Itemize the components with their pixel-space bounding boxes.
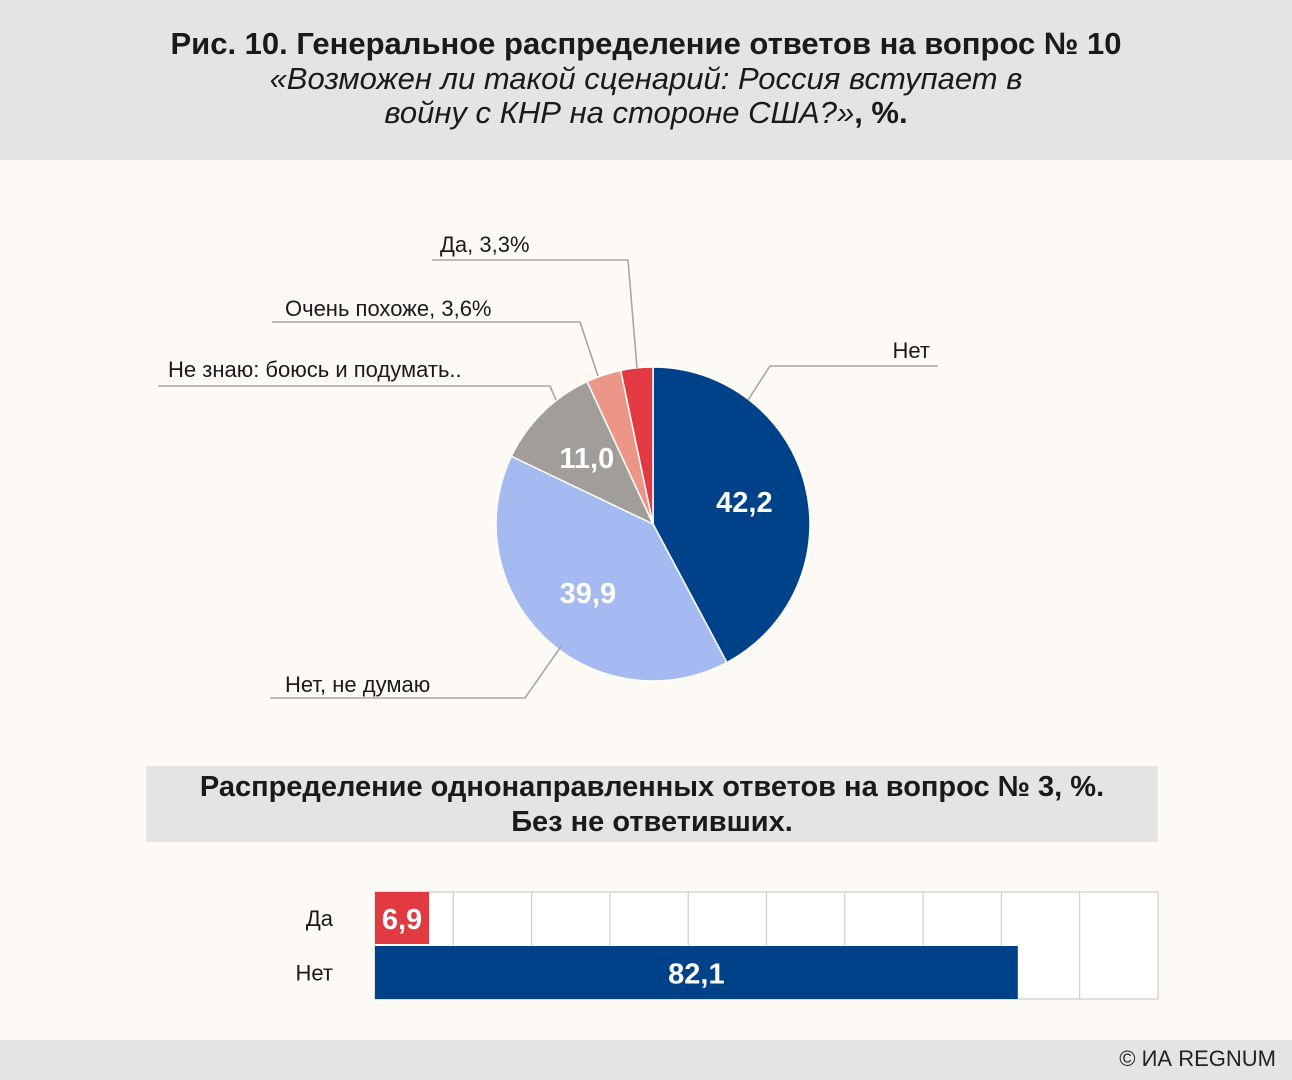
unit-text: , %.: [854, 95, 908, 130]
callout-line: [272, 321, 599, 377]
callout-line: [158, 385, 557, 401]
pie-category-label: Очень похоже, 3,6%: [285, 296, 492, 321]
pie-category-label: Не знаю: боюсь и подумать..: [168, 357, 462, 382]
bar: [375, 892, 429, 944]
bar: [375, 946, 1018, 999]
category-label: Нет: [296, 961, 333, 986]
pie-chart: 42,2 Нет 39,9 Нет, не думаю 11,0 Не знаю: бою…: [158, 232, 938, 699]
bar-value-label: 6,9: [382, 904, 422, 936]
bar-chart-title: Распределение однонаправленных ответов н…: [199, 771, 1105, 803]
question-text: «Возможен ли такой сценарий: Россия всту…: [269, 61, 1023, 130]
callout-line: [747, 365, 938, 401]
pie-value-label: 39,9: [560, 578, 616, 610]
figure-title: Рис. 10. Генеральное распределение ответ…: [170, 26, 1122, 61]
bar-chart-subtitle: Без не ответивших.: [511, 806, 793, 838]
callout-line: [432, 259, 638, 369]
plot-area: [375, 892, 1158, 999]
bar-chart-header: Распределение однонаправленных ответов н…: [146, 766, 1158, 842]
bar-value-label: 82,1: [668, 959, 724, 991]
figure-subtitle: «Возможен ли такой сценарий: Россия всту…: [230, 62, 1062, 130]
pie-slice: [652, 366, 811, 664]
pie-category-label: Нет, не думаю: [285, 672, 430, 697]
pie-slice: [495, 455, 728, 682]
copyright: © ИА REGNUM: [1119, 1046, 1276, 1071]
pie-value-label: 42,2: [716, 487, 772, 519]
pie-category-label: Нет: [893, 338, 930, 363]
figure-header: Рис. 10. Генеральное распределение ответ…: [0, 0, 1292, 160]
category-label: Да: [306, 906, 334, 931]
callout-line: [270, 644, 563, 699]
footer: © ИА REGNUM: [0, 1040, 1292, 1080]
pie-category-label: Да, 3,3%: [440, 232, 530, 257]
pie-value-label: 11,0: [559, 443, 614, 475]
pie-slice: [510, 380, 655, 526]
